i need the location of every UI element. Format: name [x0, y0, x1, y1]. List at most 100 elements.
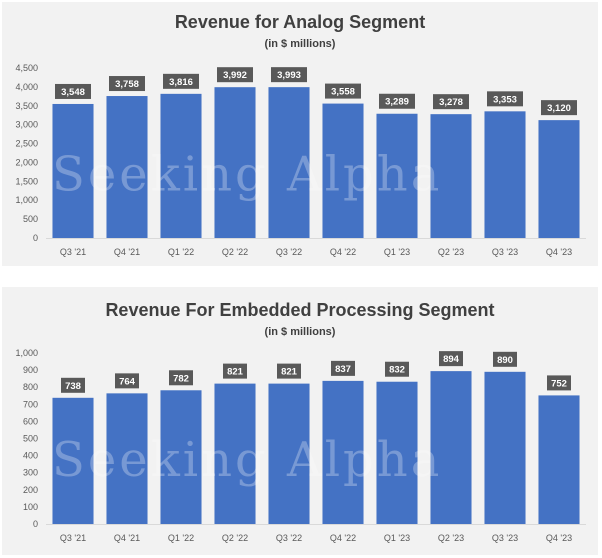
- y-tick-label: 0: [33, 519, 38, 529]
- y-tick-label: 1,000: [15, 348, 38, 358]
- y-tick-label: 3,500: [15, 101, 38, 111]
- y-tick-label: 700: [23, 399, 38, 409]
- bar: [52, 397, 94, 524]
- data-label-box: [439, 351, 463, 367]
- data-label-box: [325, 83, 361, 99]
- bar: [376, 113, 418, 238]
- bar: [538, 120, 580, 238]
- x-tick-label: Q3 '23: [492, 533, 518, 543]
- data-label-box: [487, 91, 523, 107]
- x-tick-label: Q4 '23: [546, 533, 572, 543]
- analog-chart-panel: Revenue for Analog Segment (in $ million…: [2, 2, 598, 266]
- data-label-text: 752: [551, 378, 567, 389]
- x-tick-label: Q4 '22: [330, 533, 356, 543]
- x-tick-label: Q3 '22: [276, 247, 302, 257]
- data-label-box: [385, 361, 409, 377]
- data-label-text: 837: [335, 364, 351, 375]
- watermark-text: Seeking Alpha: [52, 146, 442, 202]
- data-label: 3,289: [379, 93, 415, 109]
- data-label-box: [493, 351, 517, 367]
- data-label-box: [169, 370, 193, 386]
- data-label: 764: [115, 373, 139, 389]
- data-label-text: 821: [281, 367, 298, 378]
- data-label-box: [61, 377, 85, 393]
- chart-title: Revenue For Embedded Processing Segment: [105, 300, 495, 320]
- y-tick-label: 4,000: [15, 82, 38, 92]
- data-label-box: [109, 76, 145, 92]
- x-tick-label: Q1 '22: [168, 247, 194, 257]
- x-tick-label: Q3 '23: [492, 247, 518, 257]
- bar: [214, 383, 256, 524]
- y-tick-label: 900: [23, 365, 38, 375]
- data-label-text: 3,993: [277, 70, 301, 81]
- bar: [484, 111, 526, 238]
- bar: [538, 395, 580, 524]
- data-label: 821: [277, 363, 301, 379]
- chart-title: Revenue for Analog Segment: [174, 12, 426, 32]
- y-tick-label: 4,500: [15, 63, 38, 73]
- data-label: 782: [169, 370, 193, 386]
- data-label-text: 3,120: [547, 103, 571, 114]
- data-label-box: [223, 363, 247, 379]
- bar: [268, 383, 310, 524]
- y-tick-label: 200: [23, 485, 38, 495]
- y-tick-label: 400: [23, 451, 38, 461]
- bar: [52, 103, 94, 238]
- data-label: 752: [547, 375, 571, 391]
- data-label: 3,353: [487, 91, 523, 107]
- x-tick-label: Q3 '21: [60, 533, 86, 543]
- data-label: 837: [331, 360, 355, 376]
- y-tick-label: 3,000: [15, 120, 38, 130]
- x-tick-label: Q3 '21: [60, 247, 86, 257]
- y-tick-label: 800: [23, 382, 38, 392]
- x-tick-label: Q4 '22: [330, 247, 356, 257]
- bar: [376, 381, 418, 524]
- bar: [106, 393, 148, 524]
- y-tick-label: 1,000: [15, 195, 38, 205]
- y-tick-label: 300: [23, 468, 38, 478]
- data-label: 3,992: [217, 67, 253, 83]
- data-label-box: [115, 373, 139, 389]
- y-tick-label: 600: [23, 416, 38, 426]
- data-label: 3,278: [433, 94, 469, 110]
- x-tick-label: Q4 '21: [114, 247, 140, 257]
- data-label-text: 764: [119, 376, 136, 387]
- data-label-box: [541, 100, 577, 116]
- chart-subtitle: (in $ millions): [264, 38, 336, 50]
- data-label-box: [163, 73, 199, 89]
- data-label: 832: [385, 361, 409, 377]
- chart-subtitle: (in $ millions): [264, 326, 336, 338]
- data-label-text: 832: [389, 365, 405, 376]
- x-tick-label: Q2 '22: [222, 247, 248, 257]
- data-label-box: [547, 375, 571, 391]
- x-tick-label: Q4 '21: [114, 533, 140, 543]
- bar: [268, 87, 310, 238]
- bar: [106, 96, 148, 238]
- bar: [214, 87, 256, 239]
- data-label-text: 782: [173, 373, 189, 384]
- data-label: 894: [439, 351, 463, 367]
- bar: [484, 371, 526, 524]
- data-label: 821: [223, 363, 247, 379]
- data-label: 3,993: [271, 67, 307, 83]
- bar: [430, 371, 472, 524]
- data-label: 3,816: [163, 73, 199, 89]
- data-label-text: 3,558: [331, 87, 355, 98]
- embedded-bar-chart: 0 100 200 300 400 500 600 700 800 900 1,000 Seeking…: [15, 348, 586, 543]
- data-label-text: 3,816: [169, 77, 193, 88]
- data-label-text: 3,278: [439, 97, 463, 108]
- data-label: 3,558: [325, 83, 361, 99]
- data-label-text: 894: [443, 354, 460, 365]
- data-label: 3,758: [109, 76, 145, 92]
- y-tick-label: 2,000: [15, 157, 38, 167]
- y-tick-label: 1,500: [15, 176, 38, 186]
- x-tick-label: Q3 '22: [276, 533, 302, 543]
- bar: [322, 103, 364, 238]
- data-label-text: 3,289: [385, 97, 409, 108]
- data-label: 738: [61, 377, 85, 393]
- data-label: 3,120: [541, 100, 577, 116]
- embedded-chart-panel: Revenue For Embedded Processing Segment …: [2, 287, 598, 555]
- data-label-text: 3,548: [61, 87, 85, 98]
- data-label-box: [331, 360, 355, 376]
- data-label-text: 3,992: [223, 70, 247, 81]
